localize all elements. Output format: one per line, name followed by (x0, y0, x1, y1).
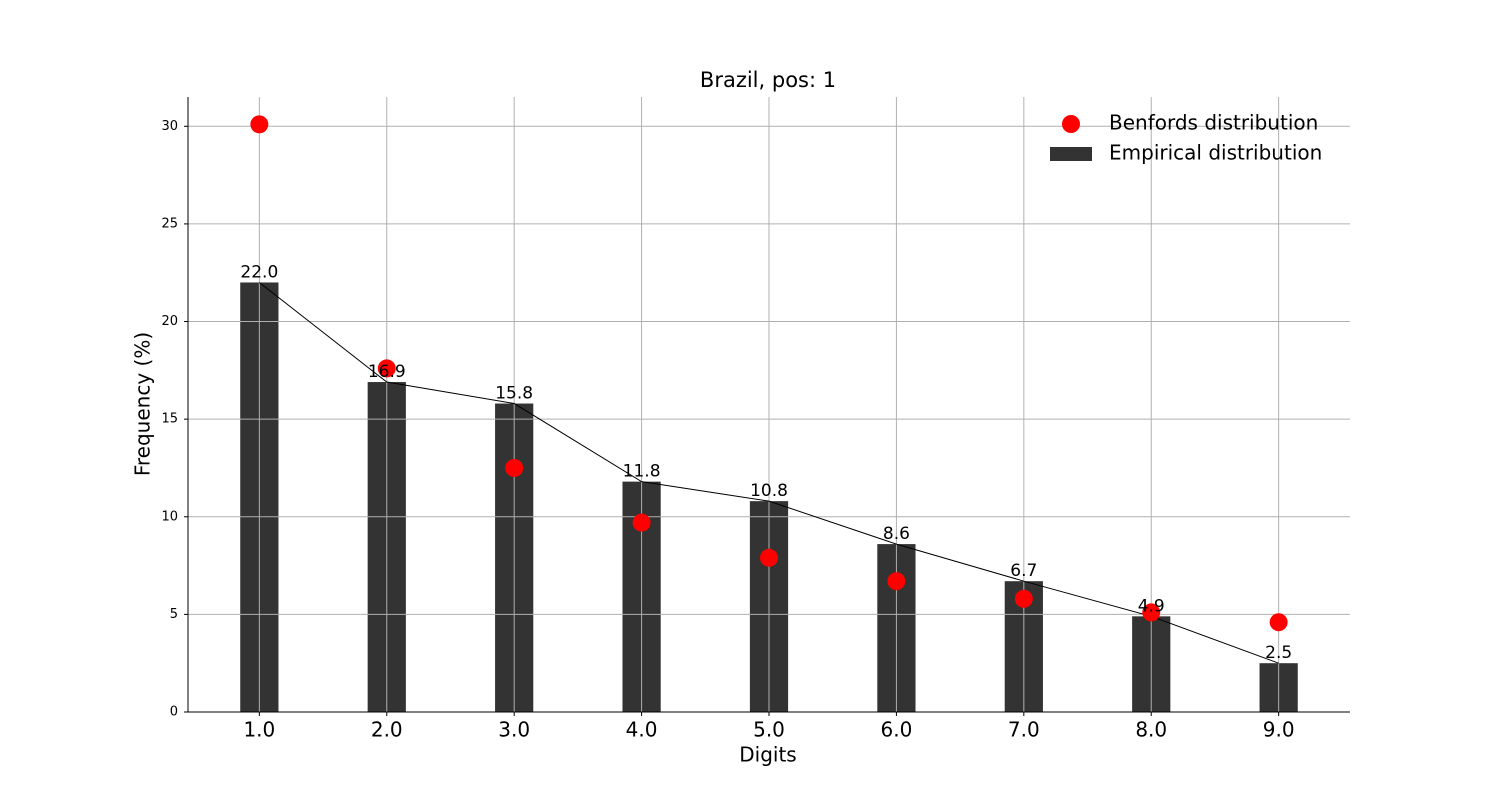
x-tick-label: 5.0 (753, 718, 785, 742)
value-label: 10.8 (750, 481, 788, 501)
y-axis-label: Frequency (%) (131, 332, 155, 476)
x-tick-label: 6.0 (881, 718, 913, 742)
legend-label: Empirical distribution (1109, 141, 1322, 165)
x-tick-label: 1.0 (243, 718, 275, 742)
y-tick-label: 25 (161, 216, 178, 231)
value-label: 2.5 (1265, 643, 1292, 663)
value-label: 16.9 (368, 362, 406, 382)
y-tick-label: 15 (161, 412, 178, 427)
legend-label: Benfords distribution (1109, 111, 1318, 135)
point (1142, 603, 1161, 622)
point (760, 548, 778, 567)
x-tick-label: 3.0 (498, 718, 530, 742)
x-tick-label: 7.0 (1008, 718, 1040, 742)
value-label: 8.6 (883, 524, 910, 544)
y-tick-label: 0 (170, 705, 178, 720)
legend-marker (1050, 147, 1092, 161)
point (632, 513, 651, 532)
y-tick-label: 20 (161, 314, 178, 329)
y-tick-label: 5 (170, 607, 178, 622)
x-tick-label: 8.0 (1135, 718, 1167, 742)
x-tick-label: 4.0 (626, 718, 658, 742)
point (505, 458, 524, 477)
x-axis-label: Digits (739, 743, 796, 767)
y-tick-label: 10 (161, 509, 178, 524)
value-label: 15.8 (495, 384, 533, 404)
point (250, 115, 269, 134)
point (887, 572, 906, 591)
point (1269, 613, 1288, 632)
value-label: 4.9 (1138, 596, 1165, 616)
value-label: 22.0 (240, 262, 278, 282)
trend-line (259, 282, 1279, 664)
point (1014, 589, 1033, 608)
x-tick-label: 9.0 (1263, 718, 1295, 742)
x-tick-label: 2.0 (371, 718, 403, 742)
value-label: 11.8 (623, 462, 661, 482)
chart-title: Brazil, pos: 1 (700, 68, 836, 92)
y-tick-label: 30 (161, 119, 178, 134)
legend-marker (1062, 115, 1080, 133)
point (377, 359, 396, 378)
value-label: 6.7 (1010, 561, 1037, 581)
